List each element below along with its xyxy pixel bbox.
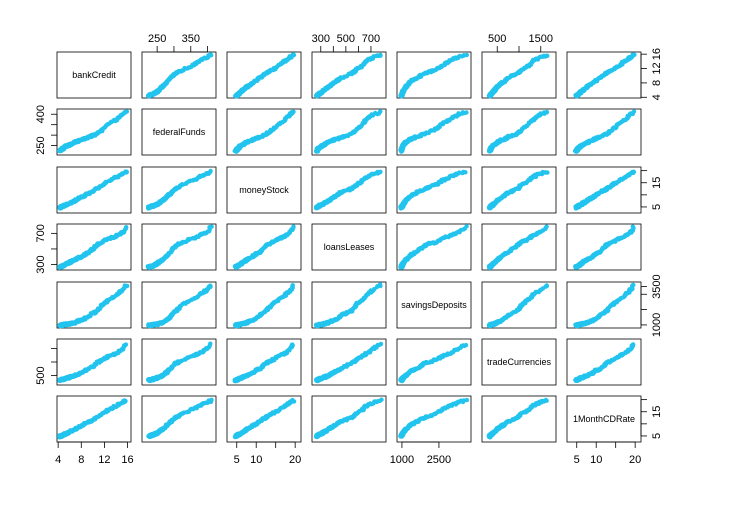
panel-loans-leases-vs-1-month-cdrate bbox=[566, 223, 642, 271]
panel-bank-credit-vs-loans-leases bbox=[311, 51, 387, 99]
panel-bank-credit-vs-bank-credit: bankCredit bbox=[56, 51, 132, 99]
data-point bbox=[57, 265, 62, 270]
data-point bbox=[488, 265, 493, 270]
variable-label-bank-credit: bankCredit bbox=[72, 70, 116, 80]
panel-savings-deposits-vs-savings-deposits: savingsDeposits bbox=[396, 281, 472, 329]
panel-federal-funds-vs-loans-leases bbox=[311, 108, 387, 156]
panel-savings-deposits-vs-bank-credit bbox=[56, 281, 132, 329]
panel-frame bbox=[226, 108, 302, 156]
data-point bbox=[487, 93, 493, 99]
panel-bank-credit-vs-federal-funds bbox=[141, 51, 217, 99]
panel-money-stock-vs-bank-credit bbox=[56, 166, 132, 214]
panel-federal-funds-vs-federal-funds: federalFunds bbox=[141, 108, 217, 156]
data-point bbox=[233, 93, 238, 99]
panel-loans-leases-vs-bank-credit bbox=[56, 223, 132, 271]
data-point bbox=[233, 322, 238, 327]
panel-frame bbox=[56, 51, 132, 99]
panel-savings-deposits-vs-federal-funds bbox=[141, 281, 217, 329]
variable-label-money-stock: moneyStock bbox=[239, 185, 289, 195]
panel-federal-funds-vs-money-stock bbox=[226, 108, 302, 156]
panel-bank-credit-vs-money-stock bbox=[226, 51, 302, 99]
data-point bbox=[146, 93, 151, 99]
variable-label-savings-deposits: savingsDeposits bbox=[401, 300, 467, 310]
data-point bbox=[574, 204, 579, 209]
panel-federal-funds-vs-1-month-cdrate bbox=[566, 108, 642, 156]
panel-federal-funds-vs-bank-credit bbox=[56, 108, 132, 156]
panel-frame bbox=[226, 51, 302, 99]
panel-loans-leases-vs-savings-deposits bbox=[396, 223, 472, 271]
panel-frame bbox=[311, 108, 387, 156]
panel-loans-leases-vs-trade-currencies bbox=[481, 223, 557, 271]
panel-loans-leases-vs-loans-leases: loansLeases bbox=[311, 223, 387, 271]
data-point bbox=[57, 148, 62, 153]
data-point bbox=[234, 149, 239, 154]
data-point bbox=[488, 205, 493, 211]
panel-bank-credit-vs-trade-currencies bbox=[481, 51, 557, 99]
panel-loans-leases-vs-federal-funds bbox=[141, 223, 217, 271]
data-point bbox=[57, 204, 62, 210]
data-point bbox=[145, 264, 150, 269]
data-point bbox=[146, 206, 151, 211]
matrix-panels: bankCredit federalFunds moneyStock loansLea… bbox=[56, 51, 642, 443]
panel-bank-credit-vs-1-month-cdrate bbox=[566, 51, 642, 99]
data-point bbox=[232, 264, 238, 269]
panel-frame bbox=[396, 51, 472, 99]
panel-federal-funds-vs-trade-currencies bbox=[481, 108, 557, 156]
data-point bbox=[398, 264, 403, 269]
data-point bbox=[487, 148, 492, 153]
data-point bbox=[574, 93, 579, 98]
data-point bbox=[573, 265, 579, 270]
panel-bank-credit-vs-savings-deposits bbox=[396, 51, 472, 99]
data-point bbox=[314, 204, 320, 209]
panel-money-stock-vs-1-month-cdrate bbox=[566, 166, 642, 214]
data-point bbox=[399, 149, 404, 154]
data-point bbox=[57, 323, 62, 328]
panel-savings-deposits-vs-loans-leases bbox=[311, 281, 387, 329]
panel-federal-funds-vs-savings-deposits bbox=[396, 108, 472, 156]
panel-loans-leases-vs-money-stock bbox=[226, 223, 302, 271]
panel-money-stock-vs-savings-deposits bbox=[396, 166, 472, 214]
data-point bbox=[399, 93, 405, 99]
panel-money-stock-vs-money-stock: moneyStock bbox=[226, 166, 302, 214]
data-point bbox=[398, 204, 404, 210]
variable-label-loans-leases: loansLeases bbox=[324, 242, 375, 252]
data-point bbox=[572, 148, 578, 154]
panel-savings-deposits-vs-money-stock bbox=[226, 281, 302, 329]
panel-money-stock-vs-trade-currencies bbox=[481, 166, 557, 214]
data-point bbox=[147, 323, 152, 328]
panel-money-stock-vs-loans-leases bbox=[311, 166, 387, 214]
variable-label-federal-funds: federalFunds bbox=[153, 127, 206, 137]
data-point bbox=[315, 93, 320, 98]
data-point bbox=[314, 323, 319, 329]
panel-savings-deposits-vs-trade-currencies bbox=[481, 281, 557, 329]
data-point bbox=[314, 149, 319, 154]
panel-money-stock-vs-federal-funds bbox=[141, 166, 217, 214]
panel-frame bbox=[141, 108, 217, 156]
